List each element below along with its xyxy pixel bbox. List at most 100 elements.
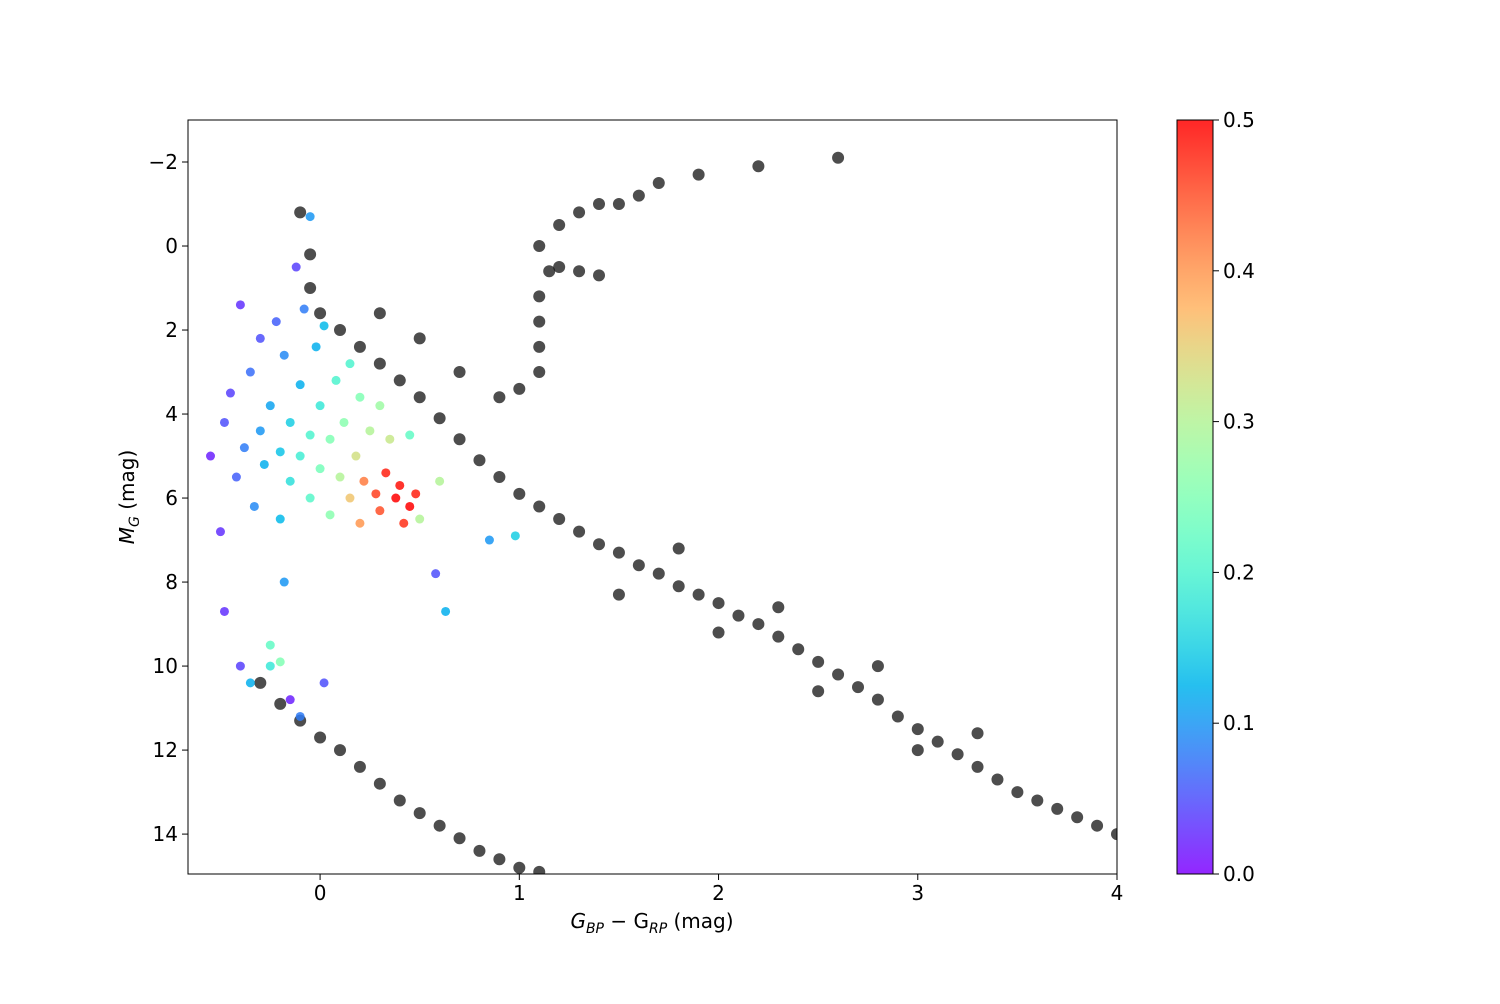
colorbar bbox=[1176, 119, 1214, 875]
x-tick-label: 0 bbox=[314, 881, 327, 905]
background-point bbox=[712, 626, 725, 639]
x-tick-label: 1 bbox=[513, 881, 526, 905]
colored-point bbox=[245, 367, 255, 377]
colored-point bbox=[345, 493, 355, 503]
background-point bbox=[373, 307, 386, 320]
y-tick-label: 8 bbox=[165, 570, 178, 594]
background-point bbox=[832, 668, 845, 681]
y-tick-label: −2 bbox=[149, 150, 178, 174]
colorbar-tick-label: 0.0 bbox=[1223, 862, 1255, 886]
colored-point bbox=[381, 468, 391, 478]
colored-point bbox=[435, 476, 445, 486]
colored-point bbox=[335, 472, 345, 482]
background-point bbox=[871, 693, 884, 706]
background-point bbox=[493, 853, 506, 866]
background-point bbox=[672, 580, 685, 593]
background-point bbox=[752, 160, 765, 173]
colored-point bbox=[371, 489, 381, 499]
colored-point bbox=[315, 464, 325, 474]
background-point bbox=[334, 324, 347, 337]
colored-point bbox=[315, 401, 325, 411]
y-tick-label: 4 bbox=[165, 402, 178, 426]
x-tick-label: 3 bbox=[911, 881, 924, 905]
background-point bbox=[593, 269, 606, 282]
colorbar-tick-label: 0.1 bbox=[1223, 711, 1255, 735]
background-point bbox=[533, 340, 546, 353]
colored-point bbox=[484, 535, 494, 545]
background-point bbox=[453, 433, 466, 446]
background-point bbox=[812, 685, 825, 698]
colorbar-tick-label: 0.5 bbox=[1223, 108, 1255, 132]
colored-point bbox=[385, 434, 395, 444]
colored-point bbox=[415, 514, 425, 524]
colored-point bbox=[275, 657, 285, 667]
colored-point bbox=[291, 262, 301, 272]
colored-point bbox=[295, 451, 305, 461]
colored-point bbox=[355, 518, 365, 528]
colored-point bbox=[331, 375, 341, 385]
background-point bbox=[393, 794, 406, 807]
background-point bbox=[971, 760, 984, 773]
colored-point bbox=[255, 426, 265, 436]
colored-point bbox=[239, 443, 249, 453]
colored-point bbox=[245, 678, 255, 688]
colored-point bbox=[265, 401, 275, 411]
background-point bbox=[274, 697, 287, 710]
colored-point bbox=[255, 333, 265, 343]
colorbar-tick-label: 0.3 bbox=[1223, 410, 1255, 434]
y-tick-label: 0 bbox=[165, 234, 178, 258]
x-tick-label: 2 bbox=[712, 881, 725, 905]
background-point bbox=[573, 265, 586, 278]
colored-point bbox=[219, 606, 229, 616]
colorbar-tick-label: 0.4 bbox=[1223, 259, 1255, 283]
background-point bbox=[852, 681, 865, 694]
background-point bbox=[254, 676, 267, 689]
background-point bbox=[473, 454, 486, 467]
background-point bbox=[732, 609, 745, 622]
background-point bbox=[413, 332, 426, 345]
background-point bbox=[891, 710, 904, 723]
background-point bbox=[832, 151, 845, 164]
background-point bbox=[453, 366, 466, 379]
background-point bbox=[513, 487, 526, 500]
colored-point bbox=[285, 476, 295, 486]
colored-point bbox=[391, 493, 401, 503]
background-point bbox=[792, 643, 805, 656]
background-point bbox=[692, 588, 705, 601]
colored-point bbox=[305, 493, 315, 503]
background-point bbox=[812, 655, 825, 668]
colored-point bbox=[285, 695, 295, 705]
colored-point bbox=[510, 531, 520, 541]
background-point bbox=[553, 219, 566, 232]
colored-point bbox=[365, 426, 375, 436]
background-point bbox=[593, 538, 606, 551]
y-tick-label: 10 bbox=[153, 654, 178, 678]
x-tick-label: 4 bbox=[1111, 881, 1124, 905]
colored-point bbox=[345, 359, 355, 369]
colored-point bbox=[355, 392, 365, 402]
colored-point bbox=[431, 569, 441, 579]
background-point bbox=[413, 391, 426, 404]
background-point bbox=[533, 865, 546, 874]
y-axis-label: MG (mag) bbox=[115, 450, 143, 545]
background-point bbox=[453, 832, 466, 845]
background-point bbox=[1011, 786, 1024, 799]
background-point bbox=[752, 618, 765, 631]
x-axis-label: GBP − GRP (mag) bbox=[570, 909, 733, 937]
y-tick-label: 14 bbox=[153, 822, 178, 846]
background-point bbox=[473, 844, 486, 857]
colored-point bbox=[339, 417, 349, 427]
colored-point bbox=[325, 510, 335, 520]
background-point bbox=[314, 731, 327, 744]
background-point bbox=[533, 500, 546, 513]
background-point bbox=[533, 315, 546, 328]
colored-point bbox=[375, 401, 385, 411]
background-point bbox=[304, 248, 317, 261]
colored-point bbox=[319, 321, 329, 331]
colored-point bbox=[225, 388, 235, 398]
background-point bbox=[314, 307, 327, 320]
colored-point bbox=[305, 212, 315, 222]
background-point bbox=[294, 206, 307, 219]
